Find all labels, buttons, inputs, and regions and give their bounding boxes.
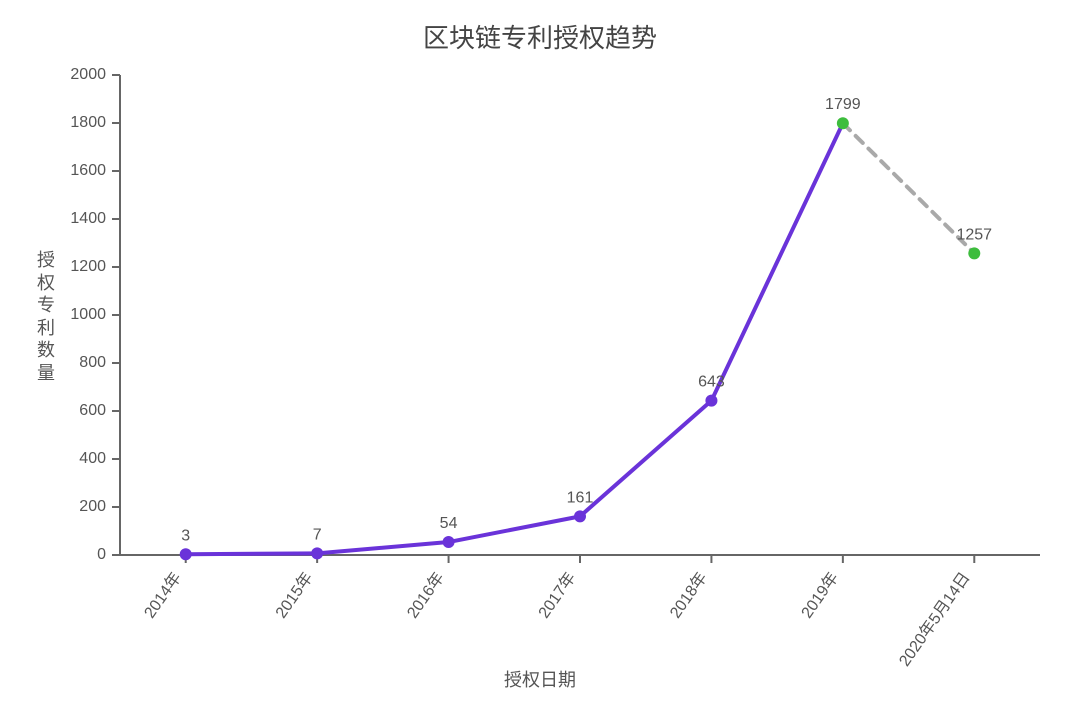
y-tick-label: 1400 — [70, 210, 106, 227]
line-segment — [580, 401, 711, 517]
y-tick-label: 200 — [79, 498, 106, 515]
x-tick-label: 2020年5月14日 — [896, 569, 974, 670]
line-segment-projected — [843, 123, 974, 253]
data-marker — [443, 536, 455, 548]
y-tick-label: 0 — [97, 546, 106, 563]
x-tick-label: 2014年 — [141, 569, 185, 622]
line-segment — [186, 553, 317, 554]
data-label: 7 — [313, 526, 322, 543]
data-marker — [705, 395, 717, 407]
y-tick-label: 2000 — [70, 66, 106, 83]
y-tick-label: 1600 — [70, 162, 106, 179]
x-tick-label: 2018年 — [666, 569, 710, 622]
line-segment — [711, 123, 842, 400]
y-tick-label: 800 — [79, 354, 106, 371]
data-label: 1257 — [956, 226, 992, 243]
y-tick-label: 600 — [79, 402, 106, 419]
line-segment — [449, 516, 580, 542]
data-marker — [311, 547, 323, 559]
y-tick-label: 400 — [79, 450, 106, 467]
x-tick-label: 2015年 — [272, 569, 316, 622]
x-tick-label: 2017年 — [535, 569, 579, 622]
data-marker — [180, 548, 192, 560]
data-label: 3 — [181, 527, 190, 544]
data-label: 643 — [698, 374, 725, 391]
y-tick-label: 1800 — [70, 114, 106, 131]
data-marker — [968, 247, 980, 259]
data-marker — [574, 510, 586, 522]
x-tick-label: 2016年 — [404, 569, 448, 622]
line-chart: 区块链专利授权趋势 授权专利数量 授权日期 020040060080010001… — [0, 0, 1080, 712]
y-tick-label: 1200 — [70, 258, 106, 275]
data-label: 161 — [567, 489, 594, 506]
line-segment — [317, 542, 448, 553]
chart-svg: 0 200 400 600 800 1000 1200 1400 1600 1800 2000 201… — [0, 0, 1080, 712]
data-label: 1799 — [825, 96, 861, 113]
x-tick-label: 2019年 — [798, 569, 842, 622]
y-tick-label: 1000 — [70, 306, 106, 323]
data-marker — [837, 117, 849, 129]
data-label: 54 — [440, 515, 458, 532]
